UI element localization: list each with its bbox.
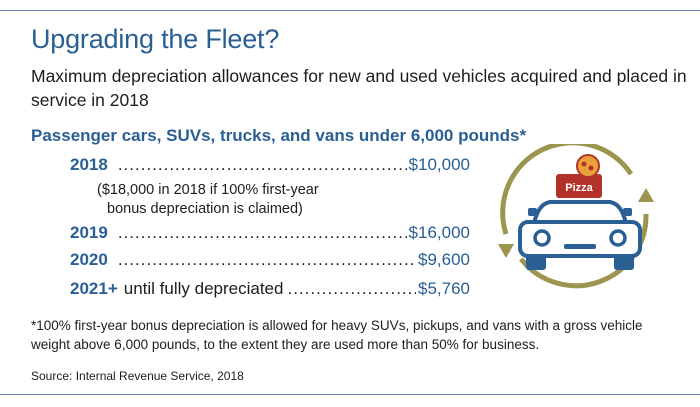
row-year: 2018 (70, 155, 108, 174)
row-amount: $16,000 (408, 223, 470, 242)
car-icon (518, 200, 642, 270)
arrow-head-left (498, 244, 514, 258)
allowance-row-2021-plus: 2021+ until fully depreciated ..........… (70, 279, 470, 303)
row-amount: $5,760 (418, 279, 470, 298)
leader-dots: ........................................… (117, 250, 416, 269)
arrow-head-right (638, 188, 654, 202)
row-year: 2019 (70, 223, 108, 242)
page-title: Upgrading the Fleet? (31, 24, 280, 54)
leader-dots: ........................................… (117, 223, 407, 242)
top-rule (0, 10, 700, 11)
row-amount: $10,000 (408, 155, 470, 174)
bottom-rule (0, 394, 700, 395)
section-heading: Passenger cars, SUVs, trucks, and vans u… (31, 126, 527, 145)
row-amount: $9,600 (418, 250, 470, 269)
source-line: Source: Internal Revenue Service, 2018 (31, 369, 244, 383)
allowance-row-2018: 2018 ...................................… (70, 155, 470, 179)
allowance-row-2020: 2020 ...................................… (70, 250, 470, 274)
leader-dots: ........................................… (287, 279, 416, 298)
subtitle: Maximum depreciation allowances for new … (31, 66, 687, 110)
bonus-note-line-1: ($18,000 in 2018 if 100% first-year (97, 182, 319, 198)
bonus-note-line-2: bonus depreciation is claimed) (107, 201, 303, 217)
pizza-box-label: Pizza (565, 182, 593, 194)
car-pizza-illustration: Pizza (498, 144, 654, 289)
row-year: 2021+ (70, 279, 118, 298)
footnote: *100% first-year bonus depreciation is a… (31, 318, 643, 352)
pizza-icon: Pizza (556, 154, 602, 198)
cycle-arrows-icon (500, 144, 649, 289)
leader-dots: ........................................… (117, 155, 407, 174)
allowance-row-2019: 2019 ...................................… (70, 223, 470, 247)
row-qualifier: until fully depreciated (123, 279, 284, 298)
row-year: 2020 (70, 250, 108, 269)
